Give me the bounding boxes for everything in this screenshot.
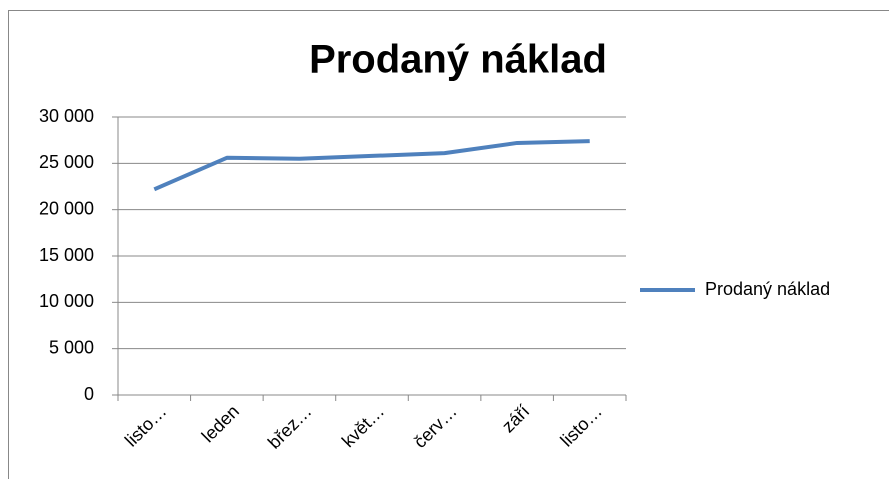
x-tick-label: září xyxy=(498,401,533,436)
y-tick-label: 25 000 xyxy=(39,152,94,172)
data-line xyxy=(153,139,590,192)
chart-title: Prodaný náklad xyxy=(309,38,607,82)
chart-border xyxy=(8,10,889,479)
y-tick-label: 20 000 xyxy=(39,198,94,218)
x-tick-label: květ… xyxy=(338,401,388,451)
legend-label: Prodaný náklad xyxy=(705,279,830,299)
y-tick-label: 5 000 xyxy=(49,337,94,357)
y-tick-label: 0 xyxy=(84,384,94,404)
x-tick-label: červ… xyxy=(410,401,461,452)
y-tick-label: 15 000 xyxy=(39,245,94,265)
x-tick-label: listo… xyxy=(556,401,606,451)
x-tick-label: břez… xyxy=(264,401,316,453)
x-tick-label: leden xyxy=(198,401,243,446)
x-tick-label: listo… xyxy=(121,401,171,451)
y-tick-label: 10 000 xyxy=(39,291,94,311)
y-tick-label: 30 000 xyxy=(39,106,94,126)
